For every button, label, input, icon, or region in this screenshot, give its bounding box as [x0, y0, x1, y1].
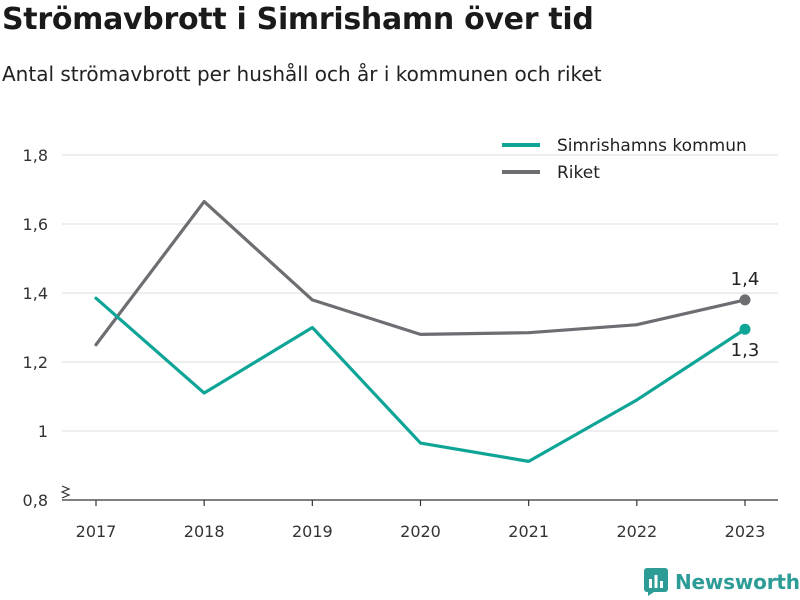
x-tick-label: 2017: [76, 522, 117, 541]
y-axis-break: [60, 485, 71, 499]
x-tick-label: 2021: [508, 522, 549, 541]
data-label-kommun: 1,3: [731, 340, 760, 361]
legend-label: Simrishamns kommun: [557, 136, 747, 156]
x-tick-label: 2020: [400, 522, 441, 541]
y-tick-label: 1,2: [23, 353, 48, 372]
x-tick-label: 2022: [616, 522, 657, 541]
newsworthy-logo-icon: [644, 568, 668, 596]
legend-label: Riket: [557, 163, 600, 183]
x-tick-label: 2018: [184, 522, 225, 541]
x-tick-label: 2023: [725, 522, 766, 541]
y-tick-label: 1,6: [23, 215, 48, 234]
newsworthy-logo-text: Newsworthy: [675, 570, 800, 594]
series-end-point-kommun: [739, 323, 751, 335]
data-label-riket: 1,4: [731, 269, 760, 290]
y-tick-label: 1: [38, 422, 48, 441]
y-tick-label: 1,8: [23, 146, 48, 165]
chart-subtitle: Antal strömavbrott per hushåll och år i …: [2, 62, 602, 86]
y-tick-label: 0,8: [23, 491, 48, 510]
newsworthy-logo: Newsworthy: [644, 568, 800, 596]
chart-title: Strömavbrott i Simrishamn över tid: [2, 2, 594, 37]
series-end-point-riket: [739, 294, 751, 306]
series-line-kommun: [94, 296, 747, 463]
y-tick-label: 1,4: [23, 284, 48, 303]
series-line-riket: [94, 199, 747, 347]
x-tick-label: 2019: [292, 522, 333, 541]
